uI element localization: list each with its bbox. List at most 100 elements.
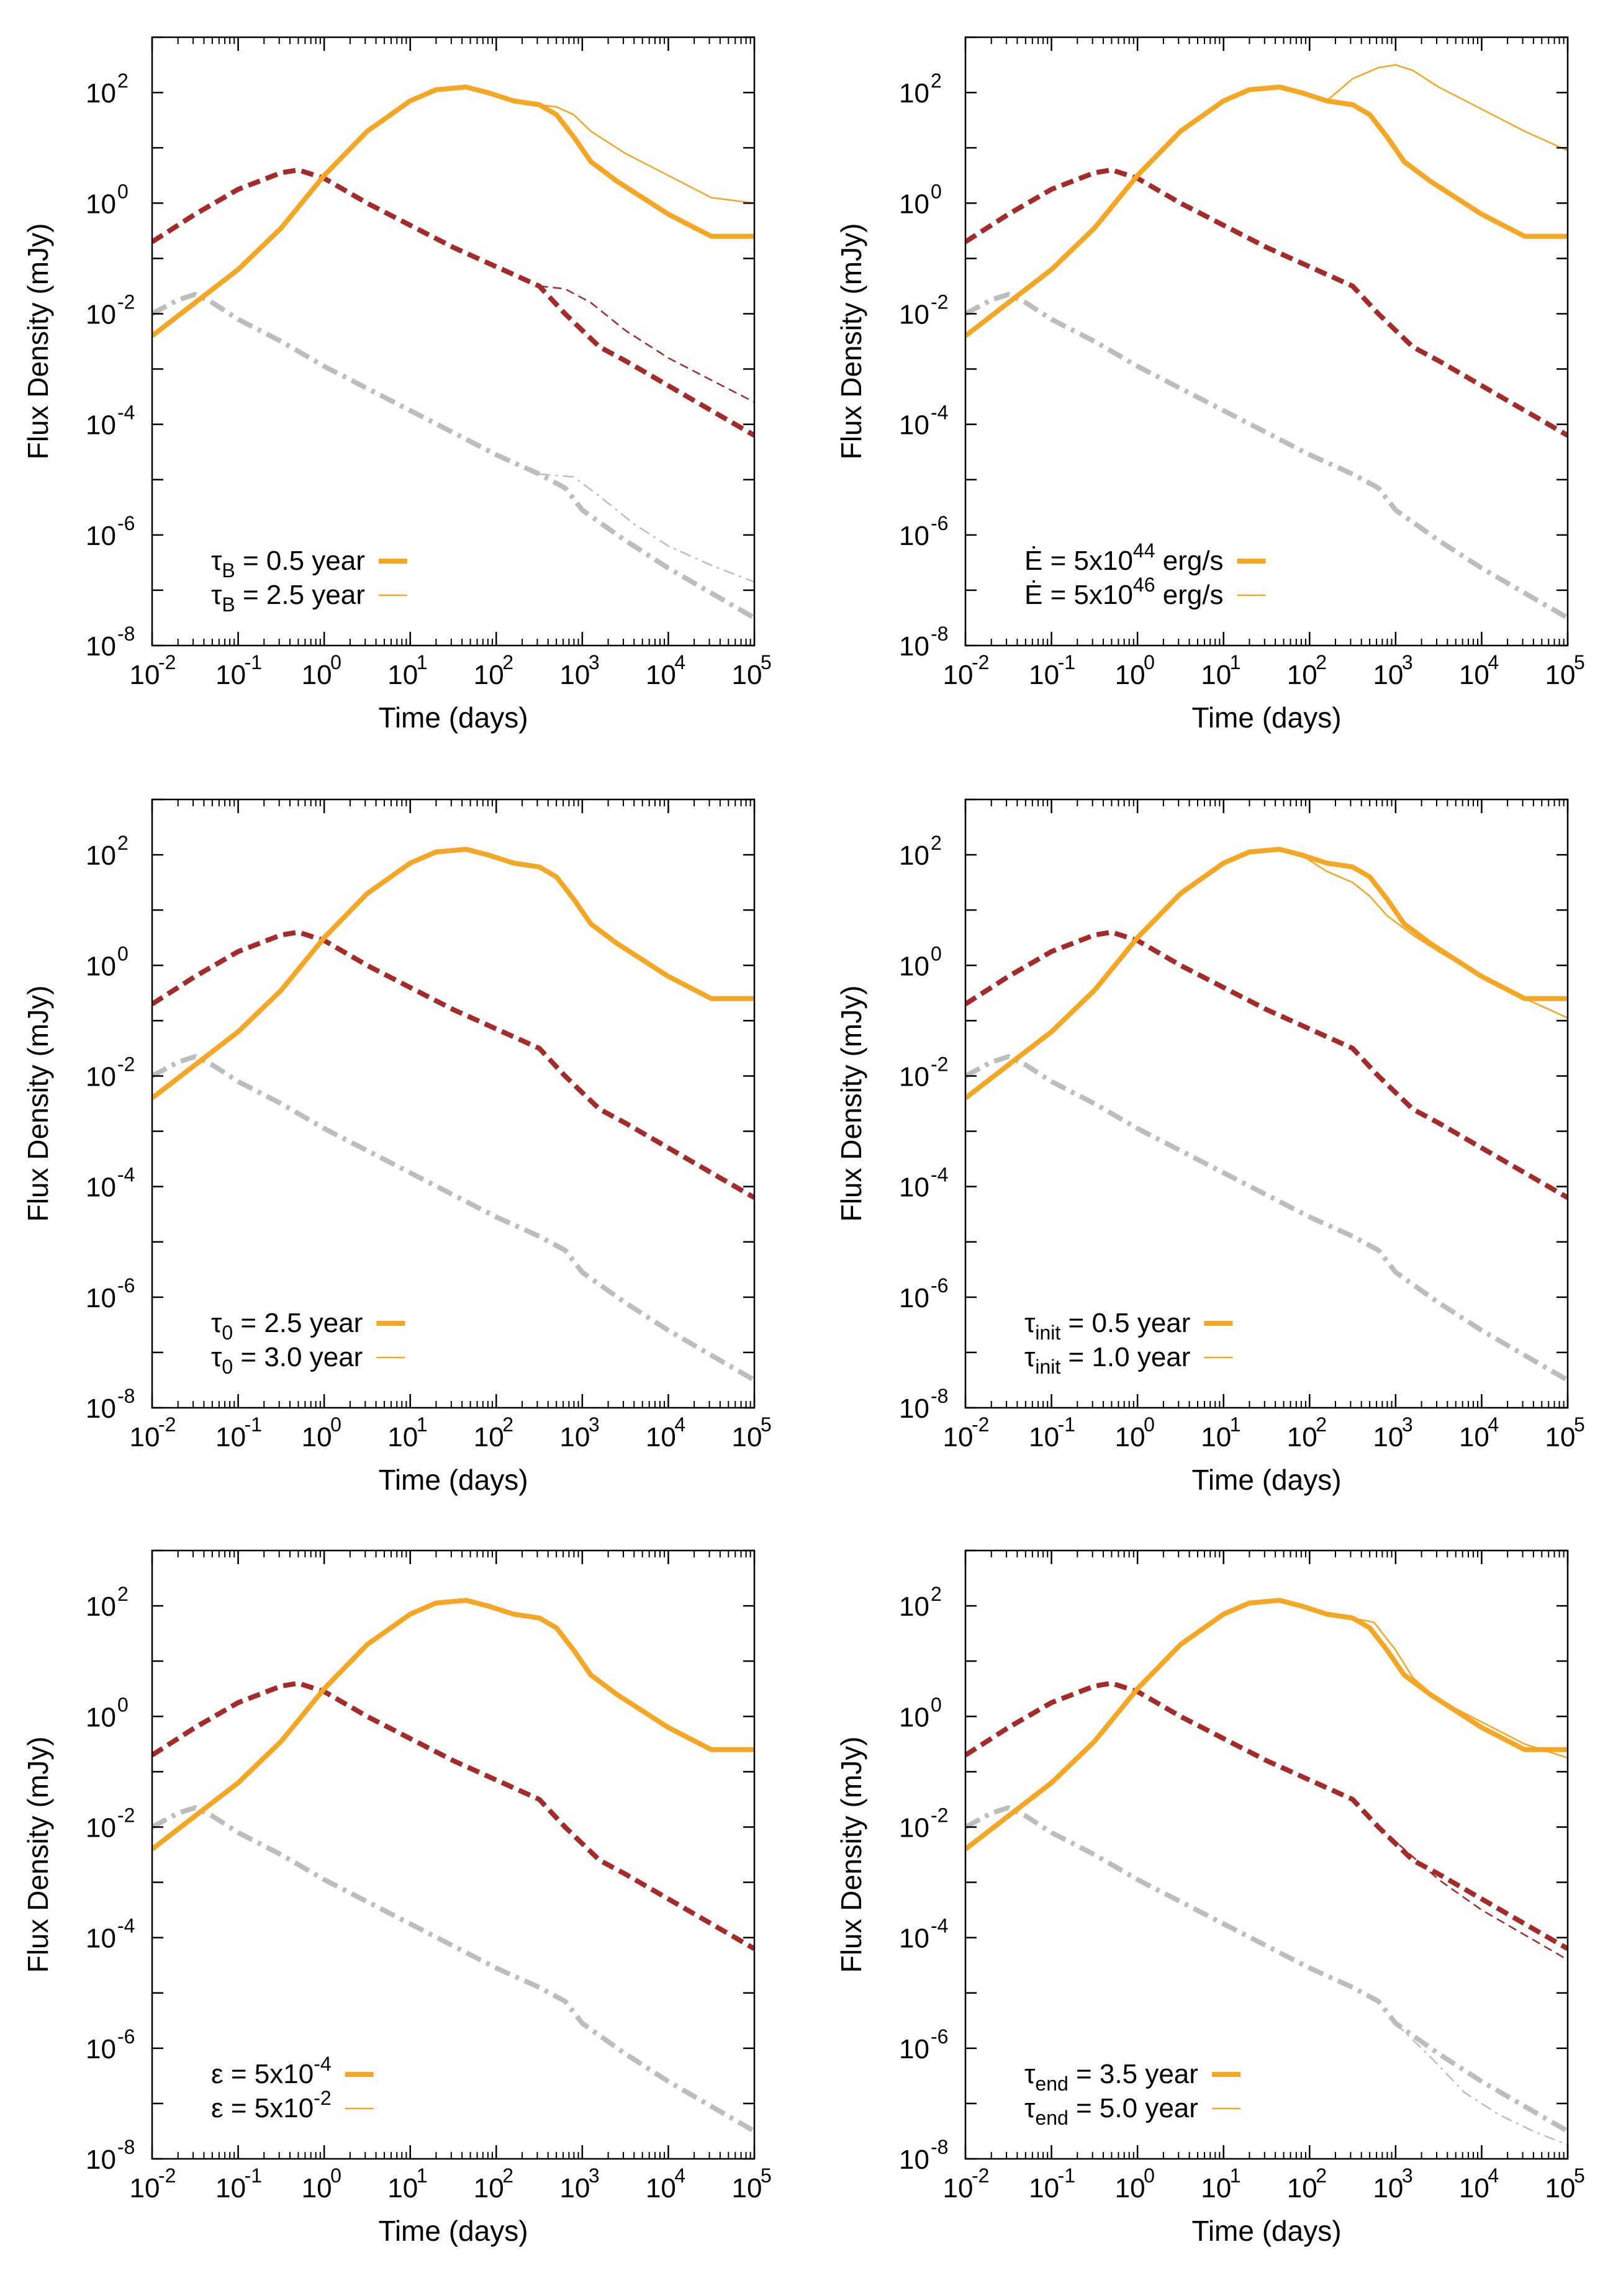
series-darkred-thick (152, 1680, 754, 1951)
x-tick-label: 10 (474, 2173, 504, 2204)
x-tick-exponent: 3 (589, 651, 600, 673)
x-tick-exponent: 4 (1488, 2164, 1499, 2187)
legend-label: Ė = 5x1046 erg/s (1024, 574, 1224, 610)
x-axis-label: Time (days) (1191, 701, 1341, 734)
x-tick-label: 10 (1287, 2173, 1317, 2204)
y-tick-label: 10 (899, 840, 929, 871)
series-darkred-thick (965, 929, 1568, 1200)
series-gray-thick (152, 1805, 754, 2133)
y-tick-exponent: -4 (931, 1915, 948, 1937)
y-tick-label: 10 (899, 78, 929, 109)
series-orange-thick (152, 84, 754, 338)
x-tick-exponent: -2 (972, 651, 989, 673)
x-tick-label: 10 (1459, 660, 1489, 690)
y-tick-exponent: 0 (117, 1693, 129, 1716)
plot-frame (151, 1549, 756, 2160)
legend-label: ε = 5x10-4 (211, 2053, 332, 2089)
series-orange-thin (1300, 854, 1568, 1019)
series-group (152, 847, 754, 1382)
x-tick-label: 10 (1545, 660, 1576, 690)
y-tick-label: 10 (899, 189, 929, 219)
x-tick-label: 10 (474, 1422, 504, 1452)
x-tick-label: 10 (1459, 2173, 1489, 2204)
x-tick-exponent: 3 (589, 2164, 600, 2187)
x-tick-label: 10 (302, 660, 332, 690)
series-darkred-thin (539, 285, 754, 403)
y-tick-exponent: -4 (931, 402, 948, 424)
x-tick-exponent: -1 (1058, 651, 1075, 673)
y-tick-exponent: -4 (117, 402, 135, 424)
x-tick-label: 10 (215, 1422, 246, 1452)
y-tick-label: 10 (86, 631, 116, 662)
x-tick-exponent: -2 (158, 2164, 176, 2187)
x-axis-label: Time (days) (378, 1464, 528, 1496)
y-tick-label: 10 (899, 1393, 929, 1424)
y-tick-exponent: 0 (931, 942, 942, 965)
y-tick-label: 10 (86, 1924, 116, 1954)
x-tick-label: 10 (559, 660, 590, 690)
y-tick-label: 10 (86, 521, 116, 551)
x-tick-label: 10 (559, 2173, 590, 2204)
x-tick-exponent: 2 (1316, 651, 1327, 673)
series-gray-thin (1395, 2022, 1568, 2146)
x-tick-label: 10 (130, 660, 160, 690)
x-tick-label: 10 (732, 660, 762, 690)
series-orange-thick (152, 847, 754, 1101)
y-tick-exponent: -8 (931, 1385, 948, 1407)
x-tick-exponent: -1 (245, 651, 262, 673)
y-tick-label: 10 (86, 410, 116, 441)
x-tick-exponent: 2 (1316, 2164, 1327, 2187)
y-tick-exponent: -8 (117, 1385, 135, 1407)
y-tick-label: 10 (86, 2145, 116, 2175)
x-tick-label: 10 (1287, 1422, 1317, 1452)
y-tick-exponent: -4 (117, 1164, 135, 1186)
series-orange-thick (965, 847, 1568, 1101)
x-tick-exponent: 1 (1230, 651, 1241, 673)
x-tick-label: 10 (1029, 1422, 1059, 1452)
y-tick-label: 10 (899, 951, 929, 981)
y-tick-exponent: -2 (117, 1804, 135, 1826)
plot-frame (964, 798, 1569, 1409)
x-axis-label: Time (days) (1191, 1464, 1341, 1496)
x-tick-exponent: 4 (1488, 1413, 1499, 1436)
x-tick-exponent: 1 (417, 651, 428, 673)
y-tick-exponent: 2 (117, 1583, 129, 1605)
y-tick-exponent: -4 (117, 1915, 135, 1937)
x-tick-exponent: -1 (245, 1413, 262, 1436)
x-tick-exponent: 0 (1144, 651, 1155, 673)
x-tick-label: 10 (1115, 2173, 1145, 2204)
y-tick-label: 10 (86, 1702, 116, 1732)
series-gray-thick (965, 292, 1568, 620)
y-tick-exponent: 2 (117, 70, 129, 92)
x-tick-label: 10 (1115, 660, 1145, 690)
series-gray-thick (152, 1054, 754, 1382)
y-tick-label: 10 (899, 631, 929, 662)
x-tick-exponent: 5 (761, 1413, 772, 1436)
series-darkred-thick (965, 167, 1568, 438)
y-tick-label: 10 (899, 2034, 929, 2064)
x-tick-label: 10 (474, 660, 504, 690)
y-tick-exponent: -6 (931, 2025, 948, 2048)
series-gray-thick (965, 1054, 1568, 1382)
y-tick-label: 10 (899, 1591, 929, 1622)
y-tick-exponent: -2 (931, 1053, 948, 1075)
y-tick-exponent: 2 (117, 832, 129, 854)
y-tick-label: 10 (899, 1061, 929, 1092)
y-tick-label: 10 (86, 78, 116, 109)
y-tick-exponent: -2 (117, 290, 135, 313)
y-tick-exponent: -8 (931, 2136, 948, 2158)
series-group (152, 84, 754, 620)
y-tick-label: 10 (86, 1283, 116, 1313)
x-tick-exponent: 3 (1402, 651, 1413, 673)
y-tick-label: 10 (86, 1591, 116, 1622)
legend-label: τend = 5.0 year (1024, 2093, 1198, 2129)
series-group (152, 1598, 754, 2133)
x-axis-label: Time (days) (378, 701, 528, 734)
y-axis-label: Flux Density (mJy) (22, 223, 54, 460)
x-tick-exponent: 1 (417, 1413, 428, 1436)
x-tick-label: 10 (1201, 2173, 1231, 2204)
y-axis-label: Flux Density (mJy) (835, 986, 867, 1222)
y-tick-exponent: -2 (117, 1053, 135, 1075)
x-tick-exponent: 0 (330, 2164, 341, 2187)
y-tick-label: 10 (899, 1173, 929, 1203)
